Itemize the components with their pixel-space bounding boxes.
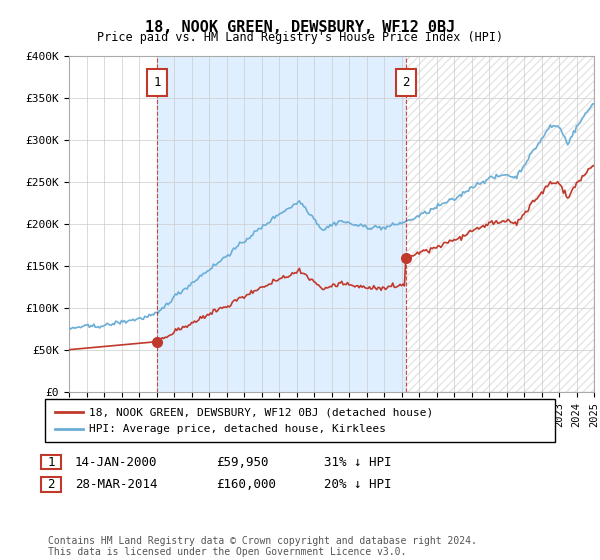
Text: 1: 1 <box>47 455 55 469</box>
Text: £59,950: £59,950 <box>216 455 269 469</box>
Text: 31% ↓ HPI: 31% ↓ HPI <box>324 455 392 469</box>
Text: Contains HM Land Registry data © Crown copyright and database right 2024.
This d: Contains HM Land Registry data © Crown c… <box>48 535 477 557</box>
FancyBboxPatch shape <box>396 69 416 96</box>
Text: £160,000: £160,000 <box>216 478 276 491</box>
Bar <box>406 56 594 392</box>
Text: 2: 2 <box>402 76 409 90</box>
FancyBboxPatch shape <box>147 69 167 96</box>
Bar <box>157 56 406 392</box>
Text: 20% ↓ HPI: 20% ↓ HPI <box>324 478 392 491</box>
Text: 1: 1 <box>154 76 161 90</box>
Text: 18, NOOK GREEN, DEWSBURY, WF12 0BJ: 18, NOOK GREEN, DEWSBURY, WF12 0BJ <box>145 20 455 35</box>
Text: 18, NOOK GREEN, DEWSBURY, WF12 0BJ (detached house): 18, NOOK GREEN, DEWSBURY, WF12 0BJ (deta… <box>89 407 433 417</box>
Text: Price paid vs. HM Land Registry's House Price Index (HPI): Price paid vs. HM Land Registry's House … <box>97 31 503 44</box>
Text: HPI: Average price, detached house, Kirklees: HPI: Average price, detached house, Kirk… <box>89 424 386 434</box>
Text: 28-MAR-2014: 28-MAR-2014 <box>75 478 157 491</box>
Text: 2: 2 <box>47 478 55 491</box>
Text: 14-JAN-2000: 14-JAN-2000 <box>75 455 157 469</box>
